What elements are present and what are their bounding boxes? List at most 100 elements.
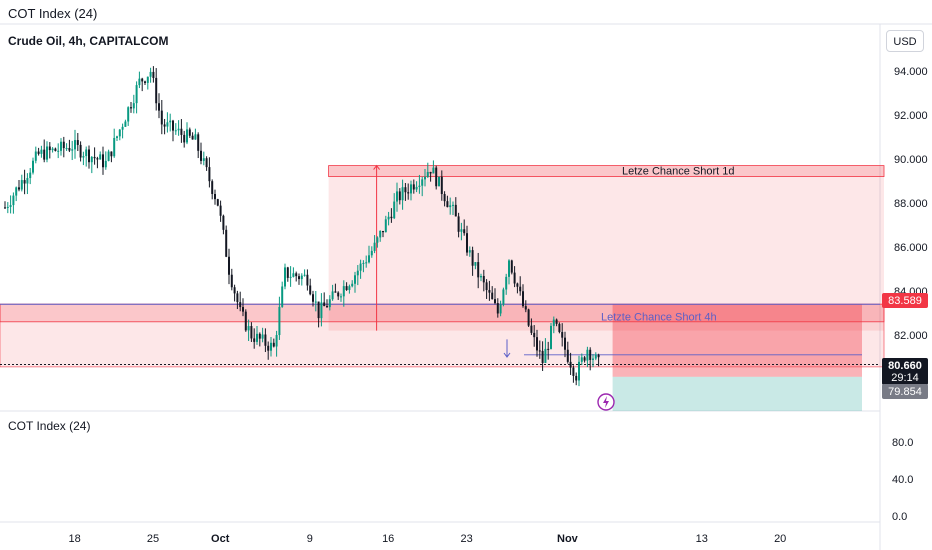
candle <box>446 195 449 208</box>
candle <box>390 208 393 223</box>
candle <box>440 170 443 201</box>
candle <box>522 284 524 308</box>
candle <box>110 151 113 163</box>
drawings-layer[interactable]: Letze Chance Short 1d Letzte Chance Shor… <box>0 164 885 411</box>
candle <box>547 341 550 360</box>
candle <box>124 119 127 127</box>
candle <box>247 319 250 341</box>
candle <box>230 268 233 291</box>
candle <box>135 81 138 114</box>
candle <box>79 141 82 162</box>
candle <box>244 309 247 332</box>
candle <box>418 174 421 194</box>
candle <box>141 77 144 92</box>
candle <box>429 171 432 182</box>
candle <box>499 300 502 317</box>
candle <box>107 149 110 162</box>
candle <box>345 282 348 291</box>
time-tick-label: 25 <box>147 533 159 545</box>
candle <box>466 225 468 256</box>
candle <box>552 316 555 334</box>
candle <box>138 71 141 89</box>
event-lightning-icon[interactable] <box>597 393 615 411</box>
candle <box>214 189 216 205</box>
candle <box>236 290 239 310</box>
candle <box>93 147 96 165</box>
candle <box>146 76 149 90</box>
candle <box>362 260 365 273</box>
candle <box>373 235 376 254</box>
time-tick-label: Nov <box>557 533 579 545</box>
candle <box>292 267 295 278</box>
countdown-label: 29:14 <box>891 372 919 384</box>
time-tick-label: 23 <box>460 533 472 545</box>
candle <box>516 282 519 294</box>
price-tick-label: 88.000 <box>894 198 928 210</box>
candle <box>541 341 544 371</box>
price-axis[interactable]: 94.00092.00090.00088.00086.00084.00082.0… <box>894 66 928 342</box>
candle <box>202 151 205 166</box>
price-tick-label: 90.000 <box>894 154 928 166</box>
symbol-title[interactable]: Crude Oil, 4h, CAPITALCOM <box>8 34 169 48</box>
candle <box>118 128 121 141</box>
candle <box>275 330 278 357</box>
candle <box>368 245 370 264</box>
zone-1d-label[interactable]: Letze Chance Short 1d <box>622 166 735 178</box>
candle <box>407 183 410 200</box>
level-1-label: 83.589 <box>888 295 922 307</box>
candle <box>320 293 323 327</box>
zone-4h-label[interactable]: Letzte Chance Short 4h <box>601 311 717 323</box>
candle <box>267 341 270 360</box>
candle <box>505 273 508 295</box>
candle <box>18 179 20 192</box>
candle <box>533 325 536 347</box>
cot-tick-label: 0.0 <box>892 511 907 523</box>
level-1-badge <box>882 293 928 308</box>
candle <box>351 280 354 288</box>
candle <box>463 219 466 236</box>
indicator-title-top[interactable]: COT Index (24) <box>8 6 98 21</box>
candle <box>4 201 6 209</box>
candle <box>435 165 438 190</box>
candle <box>48 142 51 159</box>
candle <box>317 301 320 328</box>
candle <box>37 147 40 156</box>
candle <box>200 142 202 165</box>
time-tick-label: 13 <box>696 533 708 545</box>
candle <box>382 230 384 238</box>
candle <box>561 323 564 347</box>
candle <box>569 352 572 375</box>
candle <box>432 160 435 174</box>
candle <box>331 284 334 301</box>
candle <box>40 145 43 158</box>
position-target-zone[interactable] <box>612 376 862 411</box>
candle <box>401 179 404 210</box>
candle <box>88 145 90 169</box>
candle <box>468 246 471 257</box>
candle <box>566 341 569 364</box>
candle <box>96 156 99 169</box>
zone-1d[interactable] <box>328 165 885 178</box>
candle <box>578 355 580 387</box>
time-axis[interactable]: 18 25 Oct 9 16 23 Nov 13 20 <box>68 533 786 545</box>
lower-pane-title[interactable]: COT Index (24) <box>8 419 91 433</box>
time-tick-label: 18 <box>68 533 80 545</box>
candle <box>264 328 267 353</box>
candle <box>222 214 225 235</box>
candle <box>323 292 326 307</box>
big-short-box[interactable] <box>328 165 885 331</box>
candle <box>149 67 152 83</box>
lower-pane-axis[interactable]: 80.0 40.0 0.0 <box>892 437 913 523</box>
candle <box>496 298 499 318</box>
currency-button[interactable]: USD <box>886 30 924 52</box>
candle <box>457 212 460 238</box>
candle <box>404 182 407 201</box>
time-tick-label: Oct <box>211 533 230 545</box>
candle <box>158 93 160 119</box>
up-arrow-icon <box>373 164 380 170</box>
candle <box>172 119 174 142</box>
candle <box>589 347 592 371</box>
candle <box>32 157 34 175</box>
candle <box>26 173 29 195</box>
